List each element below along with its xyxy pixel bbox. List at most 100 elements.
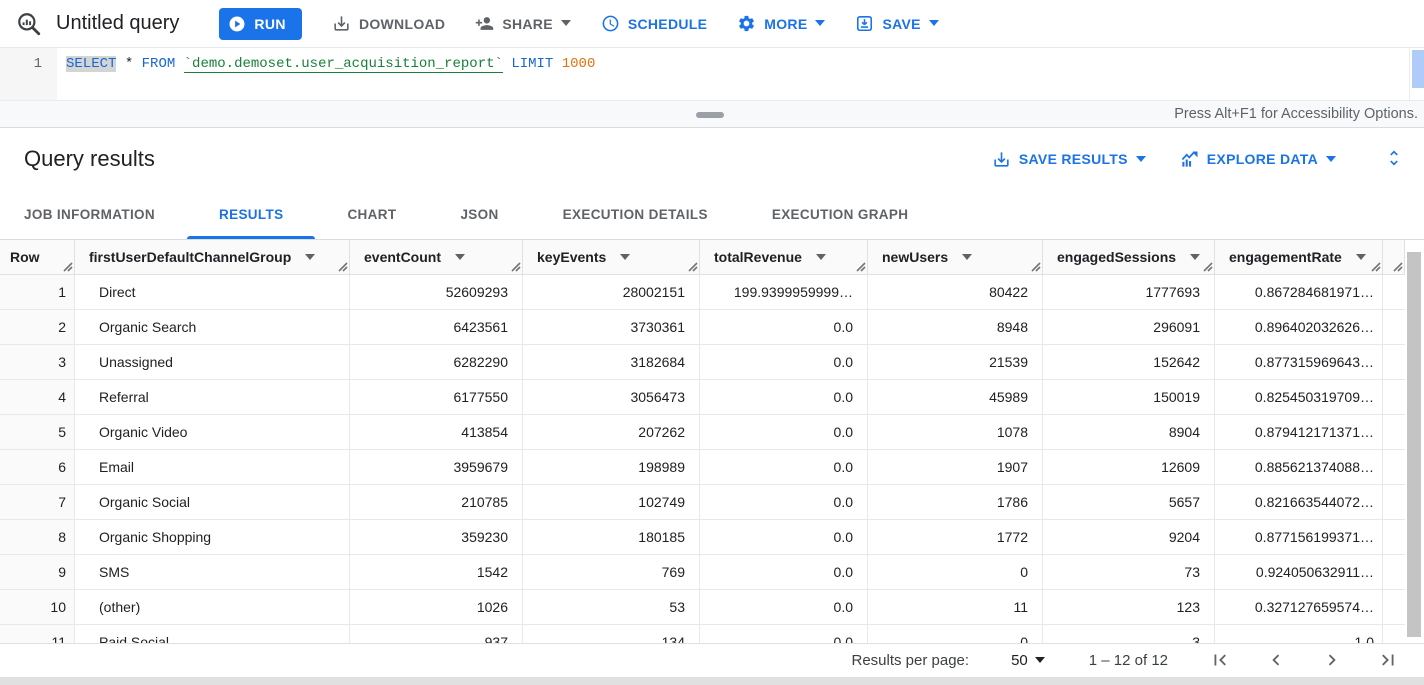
- row-number: 11: [0, 625, 75, 643]
- table-cell: 73: [1043, 555, 1215, 590]
- save-icon: [857, 15, 873, 32]
- column-header-eventCount[interactable]: eventCount: [350, 240, 523, 275]
- table-row: 9 SMS 1542 769 0.0 0 73 0.924050632911…: [0, 555, 1424, 590]
- splitter-drag-handle[interactable]: [696, 112, 724, 118]
- tab-chart[interactable]: CHART: [347, 207, 397, 222]
- column-resize-grip[interactable]: [337, 261, 348, 272]
- collapse-results-button[interactable]: [1384, 148, 1404, 171]
- save-results-download-icon: [994, 151, 1009, 167]
- query-results-title: Query results: [24, 146, 155, 171]
- table-cell: Organic Search: [75, 310, 350, 345]
- sql-limit-value: 1000: [561, 56, 596, 72]
- row-number: 9: [0, 555, 75, 590]
- next-page-button[interactable]: [1320, 649, 1344, 673]
- table-cell: 296091: [1043, 310, 1215, 345]
- share-button[interactable]: SHARE: [475, 14, 571, 33]
- page-range-label: 1 – 12 of 12: [1088, 652, 1168, 669]
- column-resize-grip[interactable]: [855, 261, 866, 272]
- table-cell: 1777693: [1043, 275, 1215, 310]
- editor-scrollbar[interactable]: [1409, 48, 1424, 100]
- sql-star: *: [124, 56, 134, 72]
- first-page-button[interactable]: [1208, 649, 1232, 673]
- save-button[interactable]: SAVE: [855, 14, 939, 33]
- tab-results[interactable]: RESULTS: [187, 190, 316, 239]
- table-cell: Unassigned: [75, 345, 350, 380]
- column-resize-grip[interactable]: [1030, 261, 1041, 272]
- sql-table-reference: `demo.demoset.user_acquisition_report`: [183, 56, 503, 73]
- previous-page-button[interactable]: [1264, 649, 1288, 673]
- sql-code-line[interactable]: SELECT * FROM `demo.demoset.user_acquisi…: [57, 48, 1424, 100]
- table-cell-filler: [1383, 275, 1405, 310]
- chevron-down-icon: [815, 20, 826, 26]
- table-cell: 3: [1043, 625, 1215, 643]
- results-table-header: Row firstUserDefaultChannelGroup eventCo…: [0, 240, 1424, 275]
- table-cell: 413854: [350, 415, 523, 450]
- table-cell: 1772: [868, 520, 1043, 555]
- explore-data-chart-icon: [1181, 150, 1198, 167]
- table-cell: 8904: [1043, 415, 1215, 450]
- column-menu-caret-icon[interactable]: [305, 253, 316, 261]
- table-cell: 0.0: [700, 380, 868, 415]
- last-page-button[interactable]: [1376, 649, 1400, 673]
- column-menu-caret-icon[interactable]: [815, 253, 826, 261]
- editor-scrollbar-thumb[interactable]: [1412, 50, 1424, 88]
- download-button[interactable]: DOWNLOAD: [332, 14, 445, 33]
- column-resize-grip[interactable]: [1370, 261, 1381, 272]
- column-header-totalRevenue[interactable]: totalRevenue: [700, 240, 868, 275]
- column-header-row[interactable]: Row: [0, 240, 75, 275]
- table-scrollbar-thumb[interactable]: [1407, 252, 1421, 637]
- row-number: 2: [0, 310, 75, 345]
- table-cell: Paid Social: [75, 625, 350, 643]
- column-header-firstUserDefaultChannelGroup[interactable]: firstUserDefaultChannelGroup: [75, 240, 350, 275]
- sql-editor[interactable]: 1 SELECT * FROM `demo.demoset.user_acqui…: [0, 48, 1424, 100]
- column-resize-grip[interactable]: [1202, 261, 1213, 272]
- column-resize-grip[interactable]: [62, 261, 73, 272]
- table-cell: 12609: [1043, 450, 1215, 485]
- column-header-keyEvents[interactable]: keyEvents: [523, 240, 700, 275]
- tab-json[interactable]: JSON: [460, 207, 499, 222]
- row-number: 7: [0, 485, 75, 520]
- table-cell: 102749: [523, 485, 700, 520]
- table-cell: 1542: [350, 555, 523, 590]
- table-cell: 1078: [868, 415, 1043, 450]
- column-header-engagedSessions[interactable]: engagedSessions: [1043, 240, 1215, 275]
- column-resize-grip[interactable]: [687, 261, 698, 272]
- table-cell: 0.0: [700, 345, 868, 380]
- column-menu-caret-icon[interactable]: [455, 253, 465, 261]
- column-menu-caret-icon[interactable]: [620, 253, 631, 261]
- table-cell-filler: [1383, 380, 1405, 415]
- explore-data-button[interactable]: EXPLORE DATA: [1180, 150, 1336, 169]
- column-resize-grip[interactable]: [510, 261, 521, 272]
- schedule-button[interactable]: SCHEDULE: [601, 14, 707, 33]
- table-cell: 0: [868, 625, 1043, 643]
- row-number: 6: [0, 450, 75, 485]
- run-button[interactable]: RUN: [219, 7, 302, 40]
- column-menu-caret-icon[interactable]: [1190, 253, 1201, 261]
- table-cell: 80422: [868, 275, 1043, 310]
- table-cell: 0.825450319709…: [1215, 380, 1383, 415]
- tab-execution-details[interactable]: EXECUTION DETAILS: [562, 207, 708, 222]
- table-cell: 150019: [1043, 380, 1215, 415]
- tab-execution-graph[interactable]: EXECUTION GRAPH: [771, 207, 909, 222]
- column-resize-grip[interactable]: [1392, 261, 1403, 272]
- more-button[interactable]: MORE: [737, 14, 826, 33]
- save-results-button[interactable]: SAVE RESULTS: [992, 150, 1146, 169]
- tab-job-information[interactable]: JOB INFORMATION: [24, 207, 155, 222]
- last-page-icon: [1382, 654, 1394, 665]
- column-menu-caret-icon[interactable]: [1355, 253, 1366, 261]
- table-cell: 0.0: [700, 590, 868, 625]
- person-add-icon: [476, 17, 494, 30]
- column-header-newUsers[interactable]: newUsers: [868, 240, 1043, 275]
- table-cell: 0.0: [700, 310, 868, 345]
- column-header-engagementRate[interactable]: engagementRate: [1215, 240, 1383, 275]
- table-cell: Organic Shopping: [75, 520, 350, 555]
- sql-keyword-from: FROM: [141, 56, 176, 72]
- table-scrollbar[interactable]: [1405, 240, 1424, 643]
- table-cell: 1.0: [1215, 625, 1383, 643]
- table-row: 4 Referral 6177550 3056473 0.0 45989 150019 0.8…: [0, 380, 1424, 415]
- column-menu-caret-icon[interactable]: [962, 253, 973, 261]
- table-cell: 152642: [1043, 345, 1215, 380]
- table-cell: 0.885621374088…: [1215, 450, 1383, 485]
- results-table: Row firstUserDefaultChannelGroup eventCo…: [0, 240, 1424, 643]
- page-size-select[interactable]: 50: [1011, 652, 1045, 669]
